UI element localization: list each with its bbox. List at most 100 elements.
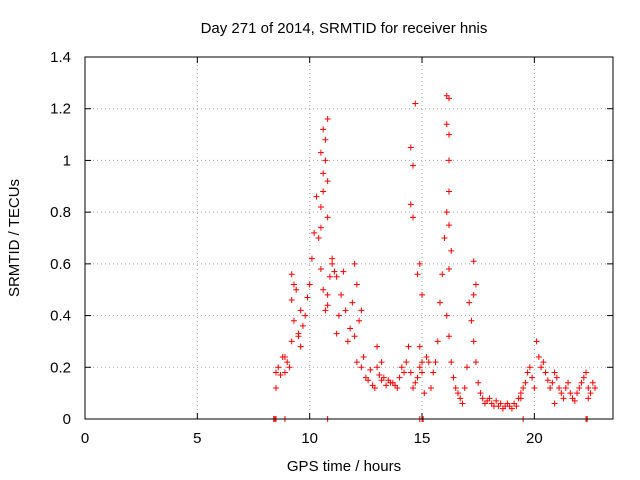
data-point (380, 374, 387, 381)
data-point (416, 343, 423, 350)
data-point (472, 359, 479, 366)
chart-title: Day 271 of 2014, SRMTID for receiver hni… (201, 20, 488, 37)
data-point (454, 390, 461, 397)
data-point (407, 369, 414, 376)
data-point (410, 214, 417, 221)
data-point (558, 390, 565, 397)
series-SRMTID (272, 92, 599, 412)
data-point (497, 400, 504, 407)
data-point (306, 281, 313, 288)
x-tick-label: 0 (81, 430, 89, 447)
data-point (441, 235, 448, 241)
data-point (324, 291, 331, 298)
data-point (445, 222, 452, 229)
data-point (288, 271, 295, 278)
data-point (394, 384, 401, 391)
data-point (583, 369, 590, 376)
data-point (542, 369, 549, 376)
data-point (277, 372, 284, 379)
data-point (376, 372, 383, 379)
data-point (576, 384, 583, 391)
data-point (340, 268, 347, 275)
data-point (412, 379, 419, 386)
data-point (383, 382, 390, 389)
data-point (396, 374, 403, 381)
data-point (324, 214, 331, 221)
data-point (547, 384, 554, 391)
data-point (443, 121, 450, 128)
y-tick-label: 1.4 (50, 49, 71, 66)
data-point (331, 268, 338, 275)
data-point (551, 369, 558, 376)
data-point (320, 188, 327, 195)
data-point (324, 302, 331, 309)
data-point (419, 369, 426, 376)
data-point (565, 379, 572, 386)
data-point (571, 397, 578, 404)
data-point (560, 395, 567, 402)
data-point (445, 266, 452, 273)
data-point (416, 260, 423, 267)
data-point (313, 193, 320, 200)
data-point (443, 312, 450, 319)
data-point (290, 317, 297, 324)
data-point (272, 369, 279, 376)
data-point (513, 403, 520, 410)
data-point (475, 379, 482, 386)
data-point (439, 271, 446, 278)
data-point (414, 271, 421, 278)
data-point (421, 390, 428, 397)
data-point (322, 136, 329, 143)
data-point (580, 374, 587, 381)
data-point (407, 201, 414, 208)
data-point (578, 379, 585, 386)
data-point (567, 390, 574, 397)
data-point (443, 209, 450, 216)
data-point (445, 333, 452, 340)
data-point (308, 255, 315, 262)
data-point (520, 384, 527, 391)
data-point (304, 294, 311, 301)
data-point (445, 188, 452, 195)
y-axis-label: SRMTID / TECUs (6, 179, 23, 297)
data-point (295, 333, 302, 340)
data-point (535, 353, 542, 360)
data-point (461, 384, 468, 391)
data-point (351, 260, 358, 267)
data-point (477, 390, 484, 397)
data-point (356, 317, 363, 324)
y-tick-label: 0.6 (50, 256, 71, 273)
data-point (284, 359, 291, 366)
data-point (553, 374, 560, 381)
data-point (349, 299, 356, 306)
data-point (428, 384, 435, 391)
data-point (556, 384, 563, 391)
data-point (410, 384, 417, 391)
data-point (445, 95, 452, 102)
data-point (324, 116, 331, 123)
data-point (529, 374, 536, 381)
data-point (347, 325, 354, 332)
data-point (551, 400, 558, 407)
data-point (293, 286, 300, 293)
data-point (410, 162, 417, 169)
data-point (290, 281, 297, 288)
data-point (378, 359, 385, 366)
data-point (281, 369, 288, 376)
data-point (517, 395, 524, 402)
data-point (353, 281, 360, 288)
data-point (508, 405, 515, 412)
data-point (436, 299, 443, 306)
data-point (549, 379, 556, 386)
data-point (448, 359, 455, 366)
data-point (360, 353, 367, 360)
data-point (587, 390, 594, 397)
data-point (412, 100, 419, 107)
data-point (466, 299, 473, 306)
data-point (315, 235, 322, 241)
data-point (574, 390, 581, 397)
data-point (333, 330, 340, 337)
data-point (286, 364, 293, 371)
y-tick-label: 1 (63, 152, 71, 169)
data-point (562, 384, 569, 391)
